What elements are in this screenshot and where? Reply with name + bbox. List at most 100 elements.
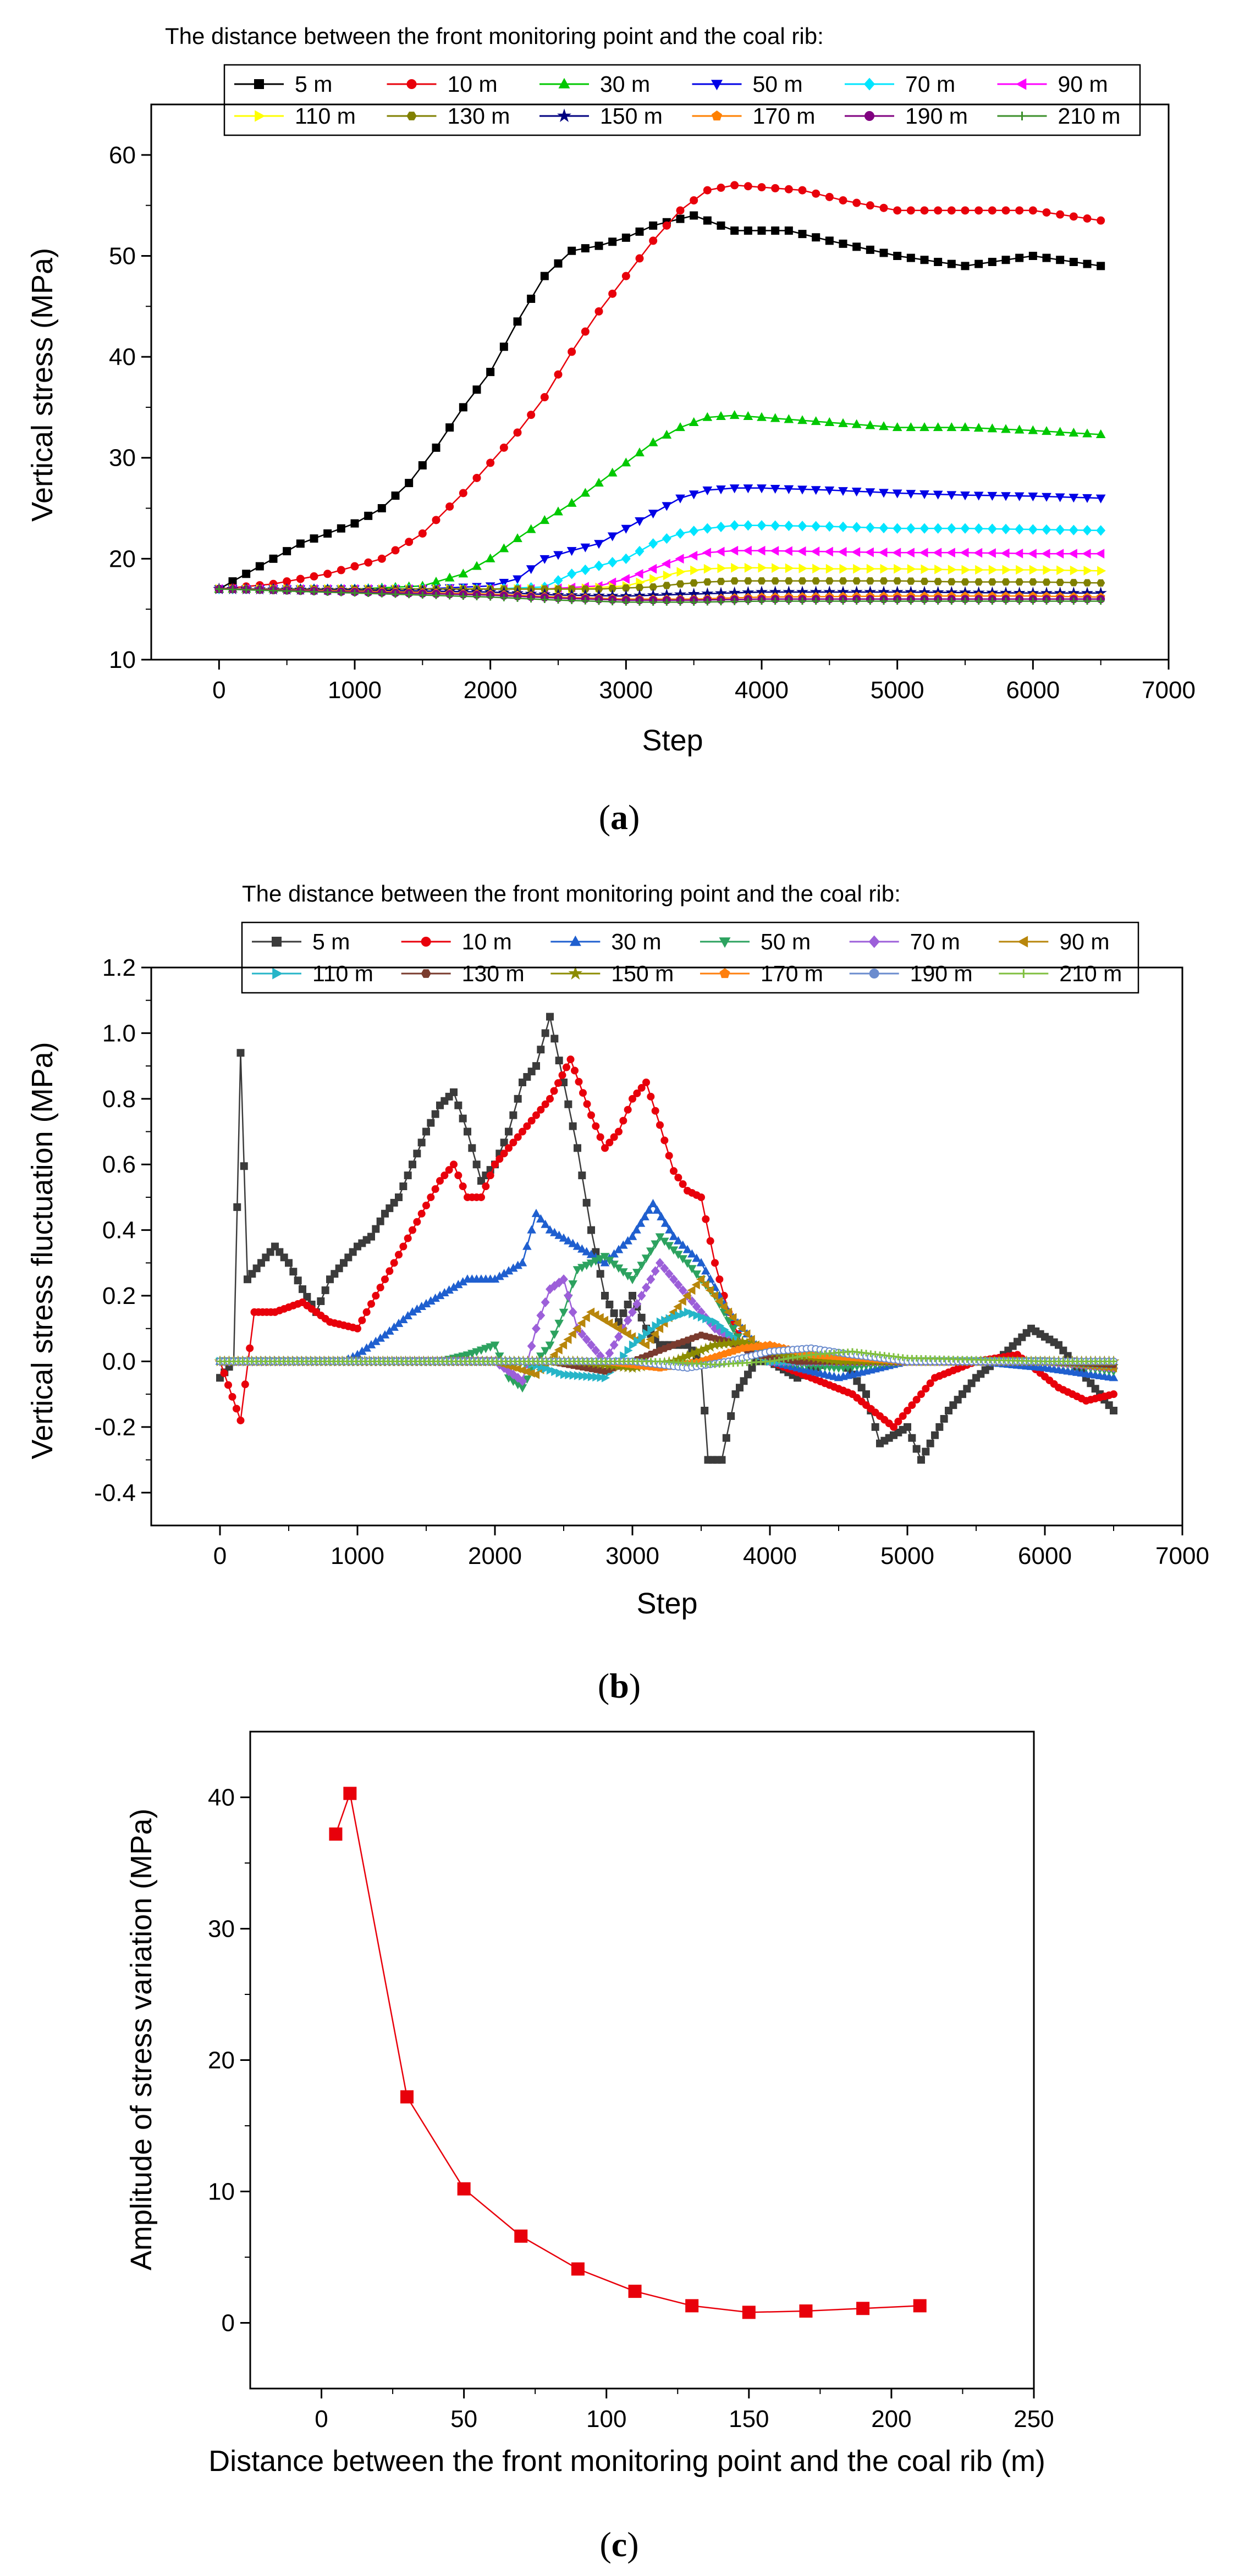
data-point (431, 1110, 439, 1118)
data-point (577, 1318, 586, 1328)
data-point (717, 598, 725, 606)
legend-label: 150 m (600, 103, 663, 129)
y-tick-label: 10 (208, 2179, 235, 2205)
data-point (669, 1246, 679, 1255)
data-point (731, 563, 740, 573)
data-point (1110, 1407, 1117, 1415)
data-point (1082, 524, 1092, 536)
data-point (757, 577, 766, 585)
data-point (1083, 597, 1091, 605)
data-point (1055, 493, 1065, 502)
x-tick-label: 1000 (331, 1543, 384, 1569)
legend-marker (711, 110, 723, 121)
panel-c-yticks: 0 10 20 30 40 (208, 1784, 250, 2337)
x-tick-label: 0 (315, 2406, 328, 2433)
legend-item: 130 m (401, 961, 525, 986)
data-point (824, 521, 834, 532)
data-point (974, 259, 983, 268)
data-point (582, 1247, 591, 1256)
data-point (812, 597, 820, 605)
data-point (526, 524, 536, 533)
data-point (642, 1329, 651, 1339)
data-point (486, 368, 495, 377)
panel-b-caption-letter: b (609, 1666, 629, 1705)
data-point (310, 572, 318, 581)
data-point (1097, 566, 1106, 576)
data-point (934, 564, 944, 574)
data-point (481, 1345, 491, 1353)
data-point (702, 1314, 711, 1324)
data-point (987, 423, 998, 433)
data-point (692, 1301, 701, 1312)
data-point (614, 1245, 624, 1253)
data-point (468, 1144, 476, 1152)
data-point (621, 233, 630, 242)
data-point (665, 1225, 674, 1234)
data-point (575, 1077, 583, 1086)
data-point (550, 1228, 559, 1236)
legend-marker (569, 935, 581, 946)
data-point (715, 546, 725, 557)
data-point (894, 1417, 902, 1425)
data-point (541, 1347, 550, 1356)
data-point (563, 1335, 572, 1344)
data-point (648, 538, 658, 549)
data-point (921, 597, 928, 605)
data-point (892, 422, 902, 432)
data-point (917, 1390, 925, 1398)
data-point (568, 1280, 577, 1289)
x-tick-label: 7000 (1155, 1543, 1209, 1569)
data-point (852, 522, 862, 533)
data-point (862, 1390, 870, 1398)
data-point (285, 1259, 293, 1267)
data-point (358, 1316, 366, 1324)
data-point (1016, 565, 1025, 575)
data-point (673, 1302, 682, 1312)
x-tick-label: 4000 (735, 677, 789, 704)
data-point (514, 594, 521, 602)
data-point (1028, 578, 1037, 586)
data-point (526, 565, 536, 574)
legend-label: 130 m (448, 103, 510, 129)
data-point (644, 1205, 654, 1214)
data-point (317, 1297, 325, 1306)
data-point (711, 1259, 719, 1267)
data-point (591, 1345, 601, 1356)
data-point (635, 517, 645, 527)
data-point (770, 413, 780, 422)
data-point (609, 1321, 618, 1331)
data-point (450, 1160, 458, 1169)
x-tick-label: 0 (213, 1543, 227, 1569)
legend-item: 10 m (387, 71, 498, 97)
data-point (730, 226, 739, 235)
data-point (685, 2299, 699, 2313)
data-point (669, 1274, 678, 1285)
legend-label: 130 m (462, 961, 525, 986)
x-tick-label: 150 (729, 2406, 769, 2433)
data-point (716, 1321, 725, 1331)
data-point (785, 563, 794, 573)
data-point (390, 1259, 398, 1267)
data-point (597, 1373, 605, 1382)
data-point (404, 1234, 412, 1242)
data-point (540, 272, 549, 280)
data-point (559, 1340, 568, 1350)
data-point (638, 1333, 647, 1342)
data-point (649, 598, 657, 606)
data-point (784, 520, 794, 532)
data-point (574, 1371, 582, 1380)
data-point (1043, 565, 1052, 575)
data-point (378, 590, 386, 598)
data-point (687, 1249, 697, 1258)
y-tick-label: 10 (109, 646, 136, 673)
data-point (921, 564, 930, 574)
data-point (675, 554, 684, 564)
data-point (632, 1298, 642, 1309)
data-point (640, 1212, 649, 1220)
data-point (609, 1249, 619, 1258)
data-point (727, 1412, 735, 1420)
data-point (220, 1369, 228, 1377)
data-point (729, 1325, 738, 1334)
legend-item: 190 m (845, 103, 968, 129)
data-point (581, 1313, 590, 1323)
